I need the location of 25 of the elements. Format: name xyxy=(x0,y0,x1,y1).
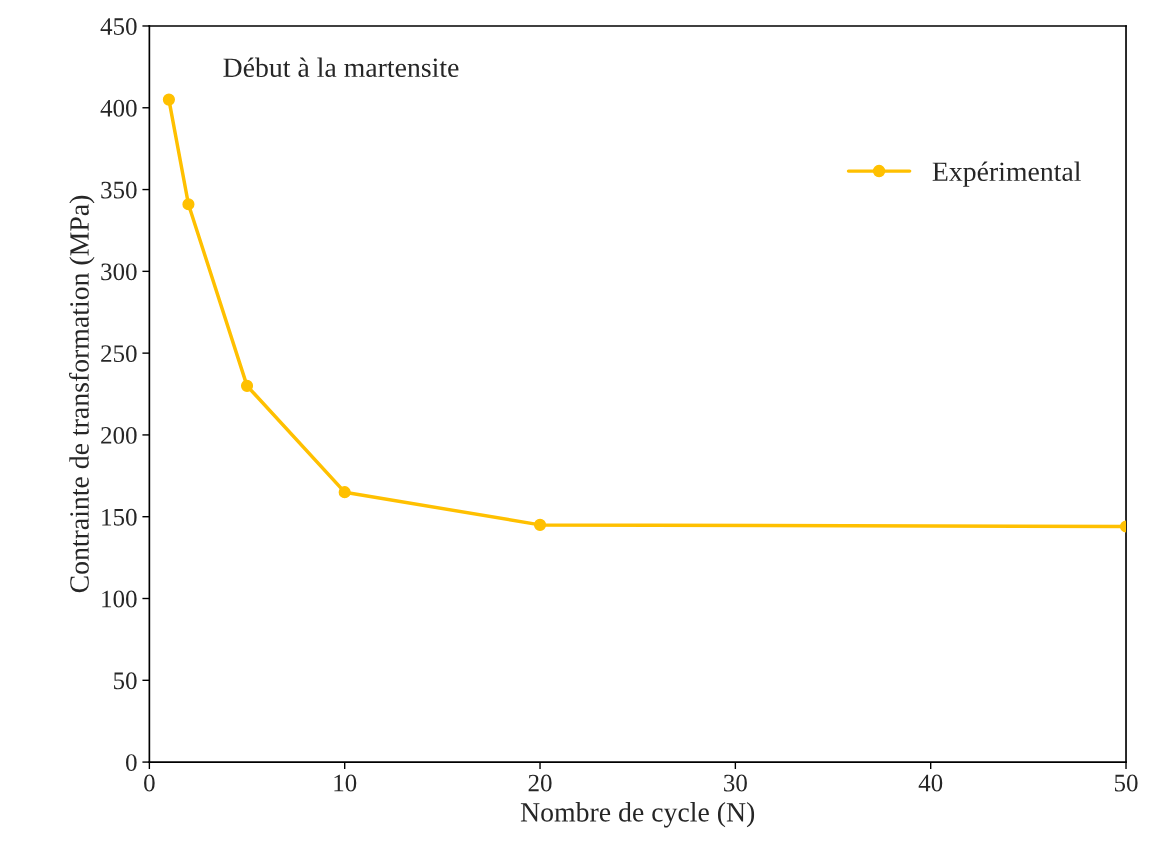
y-tick-label: 250 xyxy=(101,345,137,363)
y-tick-label: 350 xyxy=(101,181,137,199)
x-tick-label: 30 xyxy=(724,774,747,792)
y-tick-label: 300 xyxy=(101,263,137,281)
x-tick-label: 40 xyxy=(918,774,943,792)
annotation: Début à la martensite xyxy=(223,57,459,78)
y-tick-label: 450 xyxy=(100,18,137,35)
x-tick-label: 10 xyxy=(334,774,357,792)
y-tick-label: 150 xyxy=(102,508,137,526)
x-tick-label: 0 xyxy=(144,774,155,792)
x-tick-label: 20 xyxy=(528,774,552,792)
point xyxy=(182,198,195,211)
legend-label: Expérimental xyxy=(932,161,1081,187)
y-tick-label: 400 xyxy=(100,99,137,117)
point xyxy=(338,486,351,499)
y-tick-label: 0 xyxy=(126,754,137,771)
x-tick-label: 50 xyxy=(1114,774,1138,792)
y-axis-title: Contrainte de transformation (MPa) xyxy=(69,195,95,593)
y-tick-label: 200 xyxy=(101,426,137,444)
y-tick-label: 100 xyxy=(102,590,137,608)
y-tick-label: 50 xyxy=(114,672,137,690)
point xyxy=(162,93,175,106)
point xyxy=(533,518,547,531)
point xyxy=(240,379,254,392)
x-axis-title: Nombre de cycle (N) xyxy=(520,802,755,828)
